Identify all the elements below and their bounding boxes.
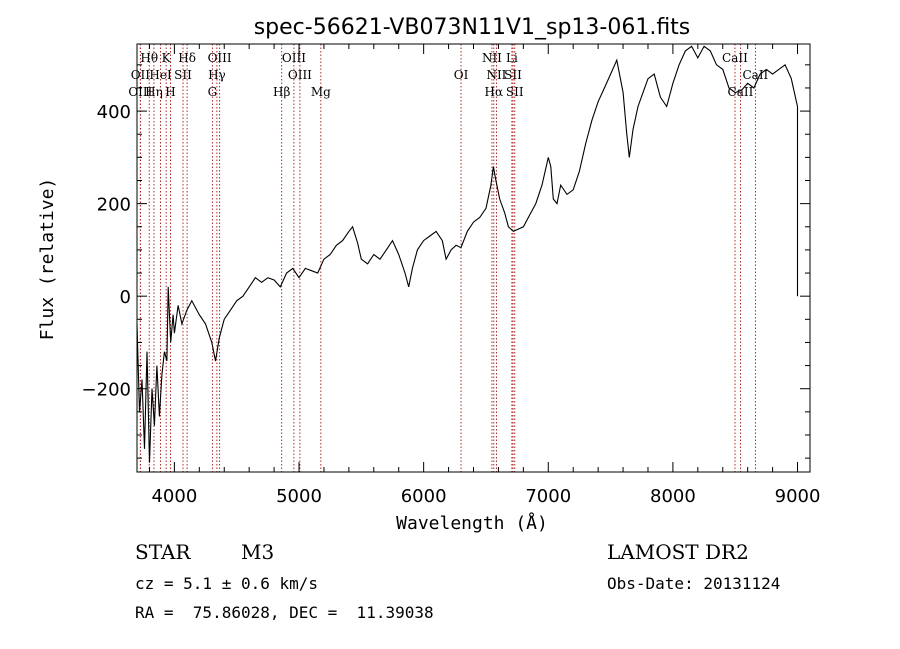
coordinates-readout: RA = 75.86028, DEC = 11.39038 [135,603,434,622]
line-marker-label: Hγ [208,68,226,82]
line-marker-label: CaII [742,68,768,82]
y-axis-label: Flux (relative) [37,178,58,341]
line-marker-label: SII [506,85,524,99]
line-marker-label: OII [131,68,151,82]
line-marker-label: Li [506,51,518,65]
line-markers [139,44,756,472]
line-marker-label: NII [486,68,506,82]
plot-frame [136,43,811,473]
x-tick-label: 5000 [276,486,322,507]
line-marker-label: H [165,85,175,99]
spectrum-chart: spec-56621-VB073N11V1_sp13-061.fits OIII… [37,15,821,534]
line-marker-label: HeI [149,68,172,82]
y-axis-ticks: −200 0 200 400 [82,64,810,459]
line-marker-label: Hδ [178,51,196,65]
observation-date: Obs-Date: 20131124 [607,574,781,593]
line-marker-label: OIII [128,85,152,99]
line-marker-label: OIII [282,51,306,65]
redshift-readout: cz = 5.1 ± 0.6 km/s [135,574,319,593]
x-axis-label: Wavelength (Å) [396,512,548,534]
line-marker-label: SII [504,68,522,82]
y-tick-label: 200 [97,195,131,216]
line-marker-label: OIII [288,68,312,82]
line-marker-label: SII [174,68,192,82]
spectral-subclass: M3 [241,540,275,564]
y-tick-label: 0 [120,287,131,308]
line-marker-label: OIII [208,51,232,65]
line-marker-label: Hθ [140,51,158,65]
object-class: STAR [135,540,191,564]
survey-name: LAMOST DR2 [607,540,749,564]
line-marker-label: K [162,51,172,65]
line-marker-label: CaII [728,85,754,99]
y-tick-label: 400 [97,102,131,123]
line-marker-label: G [208,85,218,99]
x-tick-label: 6000 [401,486,447,507]
line-marker-label: Mg [311,85,331,99]
x-tick-label: 8000 [650,486,696,507]
spectrum-line [136,45,799,463]
line-marker-label: Hη [145,85,163,99]
x-tick-label: 4000 [151,486,197,507]
chart-title: spec-56621-VB073N11V1_sp13-061.fits [254,15,691,40]
x-tick-label: 9000 [775,486,821,507]
line-marker-label: Hβ [273,85,290,99]
line-marker-label: CaII [722,51,748,65]
x-axis-ticks: 4000 5000 6000 7000 8000 9000 [148,44,821,507]
y-tick-label: −200 [82,380,131,401]
line-marker-label: NII [482,51,502,65]
line-marker-label: OI [454,68,469,82]
x-tick-label: 7000 [525,486,571,507]
line-marker-label: Hα [485,85,504,99]
